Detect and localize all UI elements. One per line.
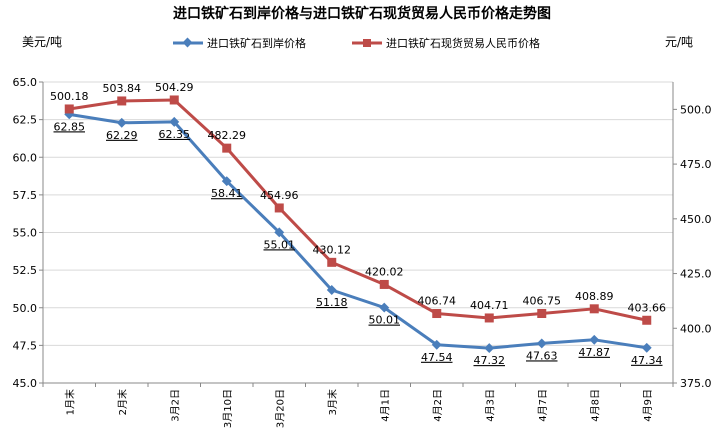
series-1-point bbox=[169, 116, 180, 127]
left-axis-unit: 美元/吨 bbox=[22, 35, 62, 49]
series-1-point bbox=[536, 338, 547, 349]
legend-marker-series-1 bbox=[182, 37, 193, 48]
series-1-point bbox=[274, 227, 285, 238]
series-1-point bbox=[484, 343, 495, 354]
series bbox=[64, 95, 652, 354]
left-tick-label: 52.5 bbox=[13, 264, 38, 277]
x-tick-label: 3月末 bbox=[326, 389, 339, 415]
series-1-data-label: 47.34 bbox=[631, 354, 663, 367]
series-1-data-label: 51.18 bbox=[316, 296, 348, 309]
left-tick-label: 45.0 bbox=[13, 377, 38, 390]
series-1-data-label: 47.54 bbox=[421, 351, 453, 364]
series-1-data-label: 62.29 bbox=[106, 129, 138, 142]
series-2-point bbox=[642, 315, 652, 325]
series-2-point bbox=[274, 203, 284, 213]
series-2-point bbox=[64, 104, 74, 114]
left-tick-label: 65.0 bbox=[13, 76, 38, 89]
series-2-data-label: 430.12 bbox=[313, 243, 352, 256]
series-1-data-label: 50.01 bbox=[369, 314, 401, 327]
series-1-data-label: 55.01 bbox=[264, 238, 296, 251]
series-2-point bbox=[484, 313, 494, 323]
series-1-point bbox=[116, 117, 127, 128]
series-line-2 bbox=[69, 98, 648, 322]
series-2-point bbox=[327, 257, 337, 267]
series-2-data-label: 420.02 bbox=[365, 265, 404, 278]
series-2-point bbox=[379, 279, 389, 289]
series-1-data-label: 62.35 bbox=[159, 128, 191, 141]
series-1-point bbox=[589, 334, 600, 345]
series-2-point bbox=[589, 304, 599, 314]
left-tick-label: 50.0 bbox=[13, 302, 38, 315]
x-tick-label: 3月10日 bbox=[222, 389, 234, 428]
right-tick-label: 400.0 bbox=[680, 322, 712, 335]
data-labels: 62.85 62.29 62.35 58.41 55.01 51.18 50.01 47.54… bbox=[50, 81, 666, 367]
series-2-data-label: 500.18 bbox=[50, 90, 89, 103]
series-1-data-label: 58.41 bbox=[211, 187, 243, 200]
chart-title: 进口铁矿石到岸价格与进口铁矿石现货贸易人民币价格走势图 bbox=[173, 5, 551, 22]
x-tick-label: 4月7日 bbox=[537, 389, 549, 422]
legend-label-series-1: 进口铁矿石到岸价格 bbox=[207, 36, 306, 50]
series-2-point bbox=[117, 96, 127, 106]
series-2-data-label: 406.75 bbox=[523, 294, 562, 307]
right-axis-unit: 元/吨 bbox=[665, 35, 693, 49]
series-line-1 bbox=[69, 112, 647, 350]
x-tick-label: 4月8日 bbox=[589, 389, 601, 422]
series-2-data-label: 503.84 bbox=[103, 82, 142, 95]
legend-item-series-2: 进口铁矿石现货贸易人民币价格 bbox=[352, 36, 540, 50]
series-2-data-label: 408.89 bbox=[575, 290, 614, 303]
left-tick-label: 60.0 bbox=[13, 151, 38, 164]
series-2-data-label: 454.96 bbox=[260, 189, 299, 202]
series-2-data-label: 404.71 bbox=[470, 299, 509, 312]
series-1-data-label: 47.32 bbox=[474, 354, 506, 367]
left-tick-label: 55.0 bbox=[13, 227, 38, 240]
legend: 进口铁矿石到岸价格 进口铁矿石现货贸易人民币价格 bbox=[173, 36, 540, 50]
right-tick-label: 425.0 bbox=[680, 268, 712, 281]
x-tick-label: 3月20日 bbox=[274, 389, 286, 428]
x-tick-label: 3月2日 bbox=[169, 389, 181, 422]
x-tick-label: 4月3日 bbox=[484, 389, 496, 422]
series-2-data-label: 482.29 bbox=[208, 129, 247, 142]
series-1-data-label: 47.63 bbox=[526, 349, 558, 362]
series-1-point bbox=[221, 176, 232, 187]
x-tick-label: 4月9日 bbox=[642, 389, 654, 422]
series-1-point bbox=[379, 302, 390, 313]
series-1-point bbox=[431, 339, 442, 350]
right-tick-label: 475.0 bbox=[680, 158, 712, 171]
right-tick-label: 375.0 bbox=[680, 377, 712, 390]
series-2-data-label: 504.29 bbox=[155, 81, 194, 94]
series-2-data-label: 403.66 bbox=[628, 301, 667, 314]
right-tick-label: 500.0 bbox=[680, 103, 712, 116]
series-1-data-label: 47.87 bbox=[579, 346, 611, 359]
left-tick-label: 57.5 bbox=[13, 189, 38, 202]
legend-item-series-1: 进口铁矿石到岸价格 bbox=[173, 36, 306, 50]
right-tick-label: 450.0 bbox=[680, 213, 712, 226]
series-2-point bbox=[432, 309, 442, 319]
grid bbox=[43, 81, 673, 384]
series-2-point bbox=[537, 308, 547, 318]
x-tick-label: 4月1日 bbox=[379, 389, 391, 422]
x-axis-ticks: 1月末 2月末 3月2日 3月10日 3月20日 3月末 4月1日 4月2日 4月3日 4月7日 4… bbox=[42, 383, 674, 428]
series-1-point bbox=[326, 285, 337, 295]
x-tick-label: 1月末 bbox=[63, 389, 76, 415]
legend-marker-series-2 bbox=[363, 39, 371, 47]
left-tick-label: 62.5 bbox=[13, 114, 38, 127]
left-axis-ticks: 45.0 47.5 50.0 52.5 55.0 57.5 60.0 62.5 65.0 bbox=[13, 76, 43, 390]
series-2-point bbox=[169, 95, 179, 105]
legend-label-series-2: 进口铁矿石现货贸易人民币价格 bbox=[386, 36, 540, 50]
series-2-data-label: 406.74 bbox=[418, 295, 457, 308]
left-tick-label: 47.5 bbox=[13, 339, 38, 352]
series-2-point bbox=[222, 143, 232, 153]
right-axis-ticks: 375.0 400.0 425.0 450.0 475.0 500.0 bbox=[673, 103, 712, 390]
x-tick-label: 2月末 bbox=[116, 389, 129, 415]
series-1-point bbox=[641, 342, 652, 353]
series-1-data-label: 62.85 bbox=[54, 120, 86, 133]
x-tick-label: 4月2日 bbox=[432, 389, 444, 422]
